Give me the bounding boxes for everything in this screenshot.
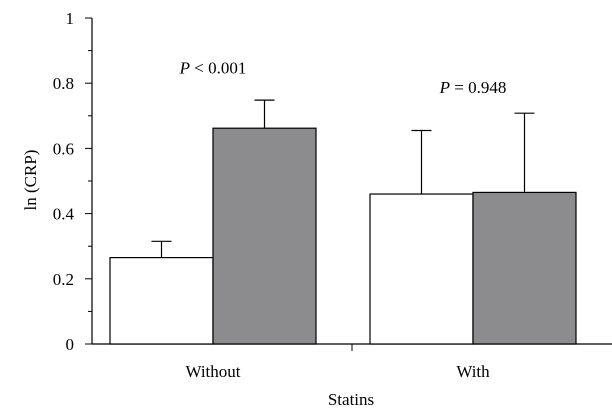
y-tick-label: 1 <box>66 9 75 28</box>
x-category-label: Without <box>185 362 240 381</box>
bar <box>472 191 577 345</box>
p-value-annotation: P = 0.948 <box>439 78 507 97</box>
p-value-annotation: P < 0.001 <box>179 58 247 77</box>
bars <box>109 127 577 345</box>
x-category-label: With <box>456 362 490 381</box>
p-symbol: P <box>439 78 450 97</box>
y-axis: 0 0.2 0.4 0.6 0.8 1 <box>53 9 93 354</box>
p-value-text: < 0.001 <box>190 58 246 77</box>
bar <box>109 257 214 345</box>
y-tick-label: 0.4 <box>53 205 75 224</box>
y-axis-title: ln (CRP) <box>21 150 40 211</box>
x-axis: Without With <box>92 343 612 381</box>
y-tick-label: 0 <box>66 335 75 354</box>
bar <box>369 193 474 345</box>
p-symbol: P <box>179 58 190 77</box>
error-bars <box>151 99 535 258</box>
y-tick-label: 0.2 <box>53 270 74 289</box>
p-value-text: = 0.948 <box>450 78 506 97</box>
y-tick-label: 0.6 <box>53 139 74 158</box>
x-axis-title: Statins <box>328 390 374 409</box>
y-tick-label: 0.8 <box>53 74 74 93</box>
bar <box>212 127 317 345</box>
